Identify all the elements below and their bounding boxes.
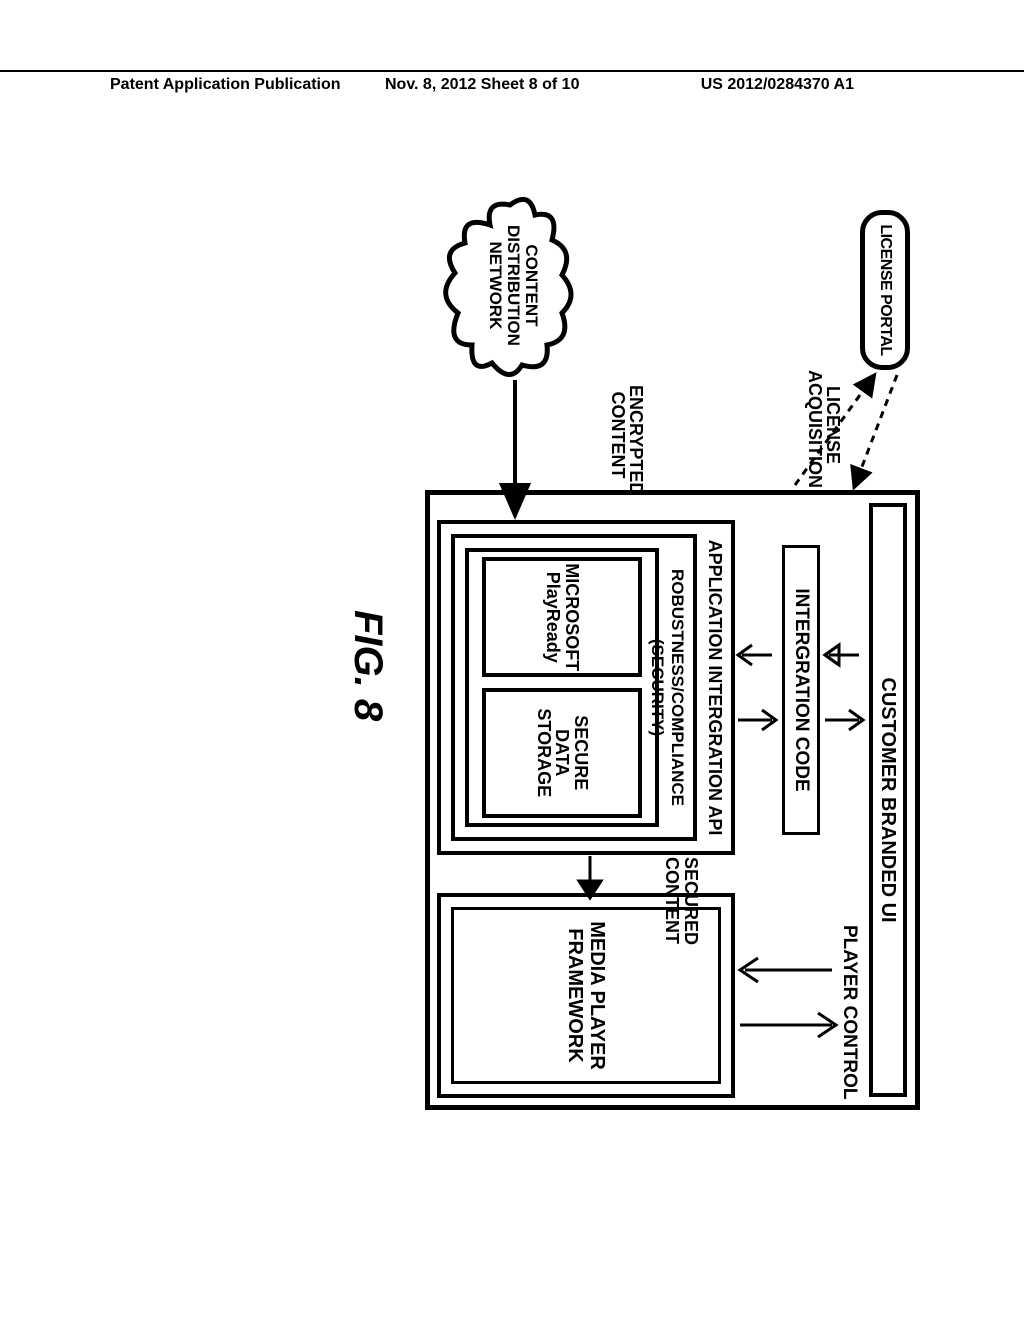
- pr-l2: PlayReady: [543, 572, 563, 663]
- lic-l2: ACQUISITION: [805, 370, 825, 488]
- header-left: Patent Application Publication: [110, 76, 341, 94]
- cdn-line1: CONTENT: [522, 244, 541, 326]
- page-header: Patent Application Publication Nov. 8, 2…: [0, 70, 1024, 94]
- figure-content: FIG. 8 LICENSE PORTAL CONTENT DISTRIBUTI…: [190, 150, 1024, 1180]
- player-control-label: PLAYER CONTROL: [838, 925, 860, 1100]
- storage-box: SECURE DATA STORAGE: [482, 688, 642, 818]
- enc-l1: ENCRYPTED: [626, 385, 646, 495]
- main-system-box: CUSTOMER BRANDED UI INTERGRATION CODE PL…: [425, 490, 920, 1110]
- encrypted-label: ENCRYPTED CONTENT: [609, 385, 645, 485]
- inner-container: MICROSOFT PlayReady SECURE DATA STORAGE: [465, 548, 659, 827]
- player-media-arrows: [730, 945, 840, 1055]
- enc-l2: CONTENT: [608, 392, 628, 479]
- header-right: US 2012/0284370 A1: [701, 76, 854, 94]
- st-l1: SECURE DATA: [552, 715, 591, 790]
- playready-box: MICROSOFT PlayReady: [482, 557, 642, 677]
- api-box: APPLICATION INTERGRATION API ROBUSTNESS/…: [437, 520, 735, 855]
- license-acq-label: LICENSE ACQUISITION: [806, 370, 842, 480]
- customer-ui-text: CUSTOMER BRANDED UI: [877, 677, 899, 922]
- customer-ui-box: CUSTOMER BRANDED UI: [869, 503, 907, 1097]
- cdn-line3: NETWORK: [486, 242, 505, 330]
- integration-code-text: INTERGRATION CODE: [791, 588, 812, 791]
- license-portal-text: LICENSE PORTAL: [876, 224, 894, 355]
- mf-l2: FRAMEWORK: [564, 928, 586, 1062]
- cdn-text: CONTENT DISTRIBUTION NETWORK: [486, 225, 540, 346]
- st-l2: STORAGE: [534, 708, 554, 797]
- cdn-cloud: CONTENT DISTRIBUTION NETWORK: [435, 195, 580, 380]
- cdn-line2: DISTRIBUTION: [504, 225, 523, 346]
- robustness-box: ROBUSTNESS/COMPLIANCE (SECURITY) MICROSO…: [451, 534, 697, 841]
- integration-code-box: INTERGRATION CODE: [782, 545, 820, 835]
- media-framework-inner: MEDIA PLAYER FRAMEWORK: [451, 907, 721, 1084]
- license-portal-box: LICENSE PORTAL: [860, 210, 910, 370]
- mf-l1: MEDIA PLAYER: [586, 921, 608, 1070]
- media-framework-box: MEDIA PLAYER FRAMEWORK: [437, 893, 735, 1098]
- diagram: LICENSE PORTAL CONTENT DISTRIBUTION NETW…: [420, 210, 910, 1120]
- pr-l1: MICROSOFT: [562, 563, 582, 671]
- figure-rotated-container: FIG. 8 LICENSE PORTAL CONTENT DISTRIBUTI…: [0, 215, 1024, 1115]
- api-title: APPLICATION INTERGRATION API: [704, 524, 725, 851]
- ui-integration-arrows: [817, 635, 867, 745]
- lic-l1: LICENSE: [823, 386, 843, 464]
- header-center: Nov. 8, 2012 Sheet 8 of 10: [385, 76, 579, 94]
- integration-api-arrows: [730, 635, 780, 745]
- figure-label: FIG. 8: [345, 610, 390, 721]
